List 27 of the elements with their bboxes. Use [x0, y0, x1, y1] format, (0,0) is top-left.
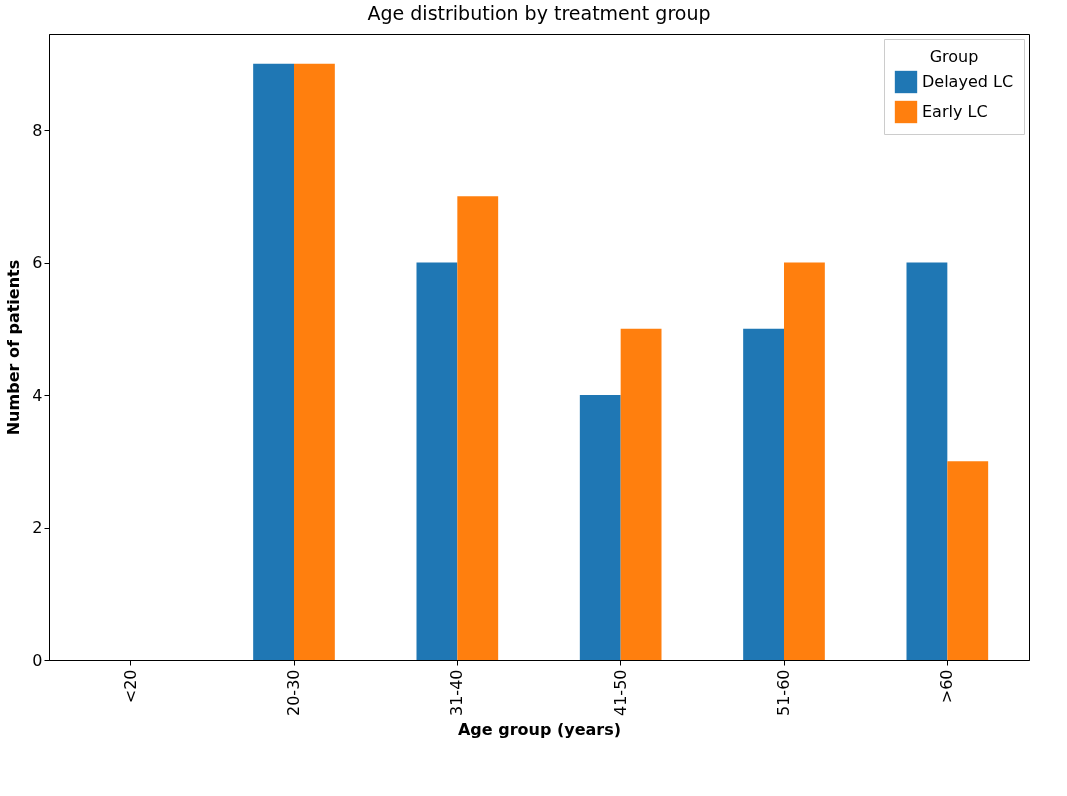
y-axis-title: Number of patients	[4, 259, 24, 436]
y-tick-label: 8	[32, 120, 43, 140]
bar	[294, 63, 335, 660]
bar	[947, 461, 989, 660]
y-tick-label: 2	[32, 518, 43, 538]
x-tick-label: >60	[937, 669, 957, 704]
legend-label: Early LC	[922, 102, 988, 121]
bar	[416, 262, 458, 660]
x-tick-label: 51-60	[774, 669, 793, 716]
x-tick-label: 20-30	[284, 669, 303, 716]
y-tick-label: 0	[32, 650, 43, 670]
chart-title: Age distribution by treatment group	[367, 2, 711, 24]
x-tick-label: <20	[120, 669, 140, 704]
bar	[457, 196, 499, 660]
bar	[579, 395, 621, 660]
bar	[620, 328, 662, 660]
y-tick-label: 4	[32, 385, 43, 405]
legend-title: Group	[929, 47, 979, 66]
bar	[906, 262, 948, 660]
x-tick-label: 31-40	[447, 669, 467, 716]
y-tick-label: 6	[32, 253, 43, 273]
bar	[743, 328, 784, 660]
legend-label: Delayed LC	[922, 72, 1014, 91]
x-axis-title: Age group (years)	[457, 719, 622, 739]
bar	[253, 63, 294, 660]
x-tick-label: 41-50	[610, 669, 630, 716]
bar	[784, 262, 825, 660]
